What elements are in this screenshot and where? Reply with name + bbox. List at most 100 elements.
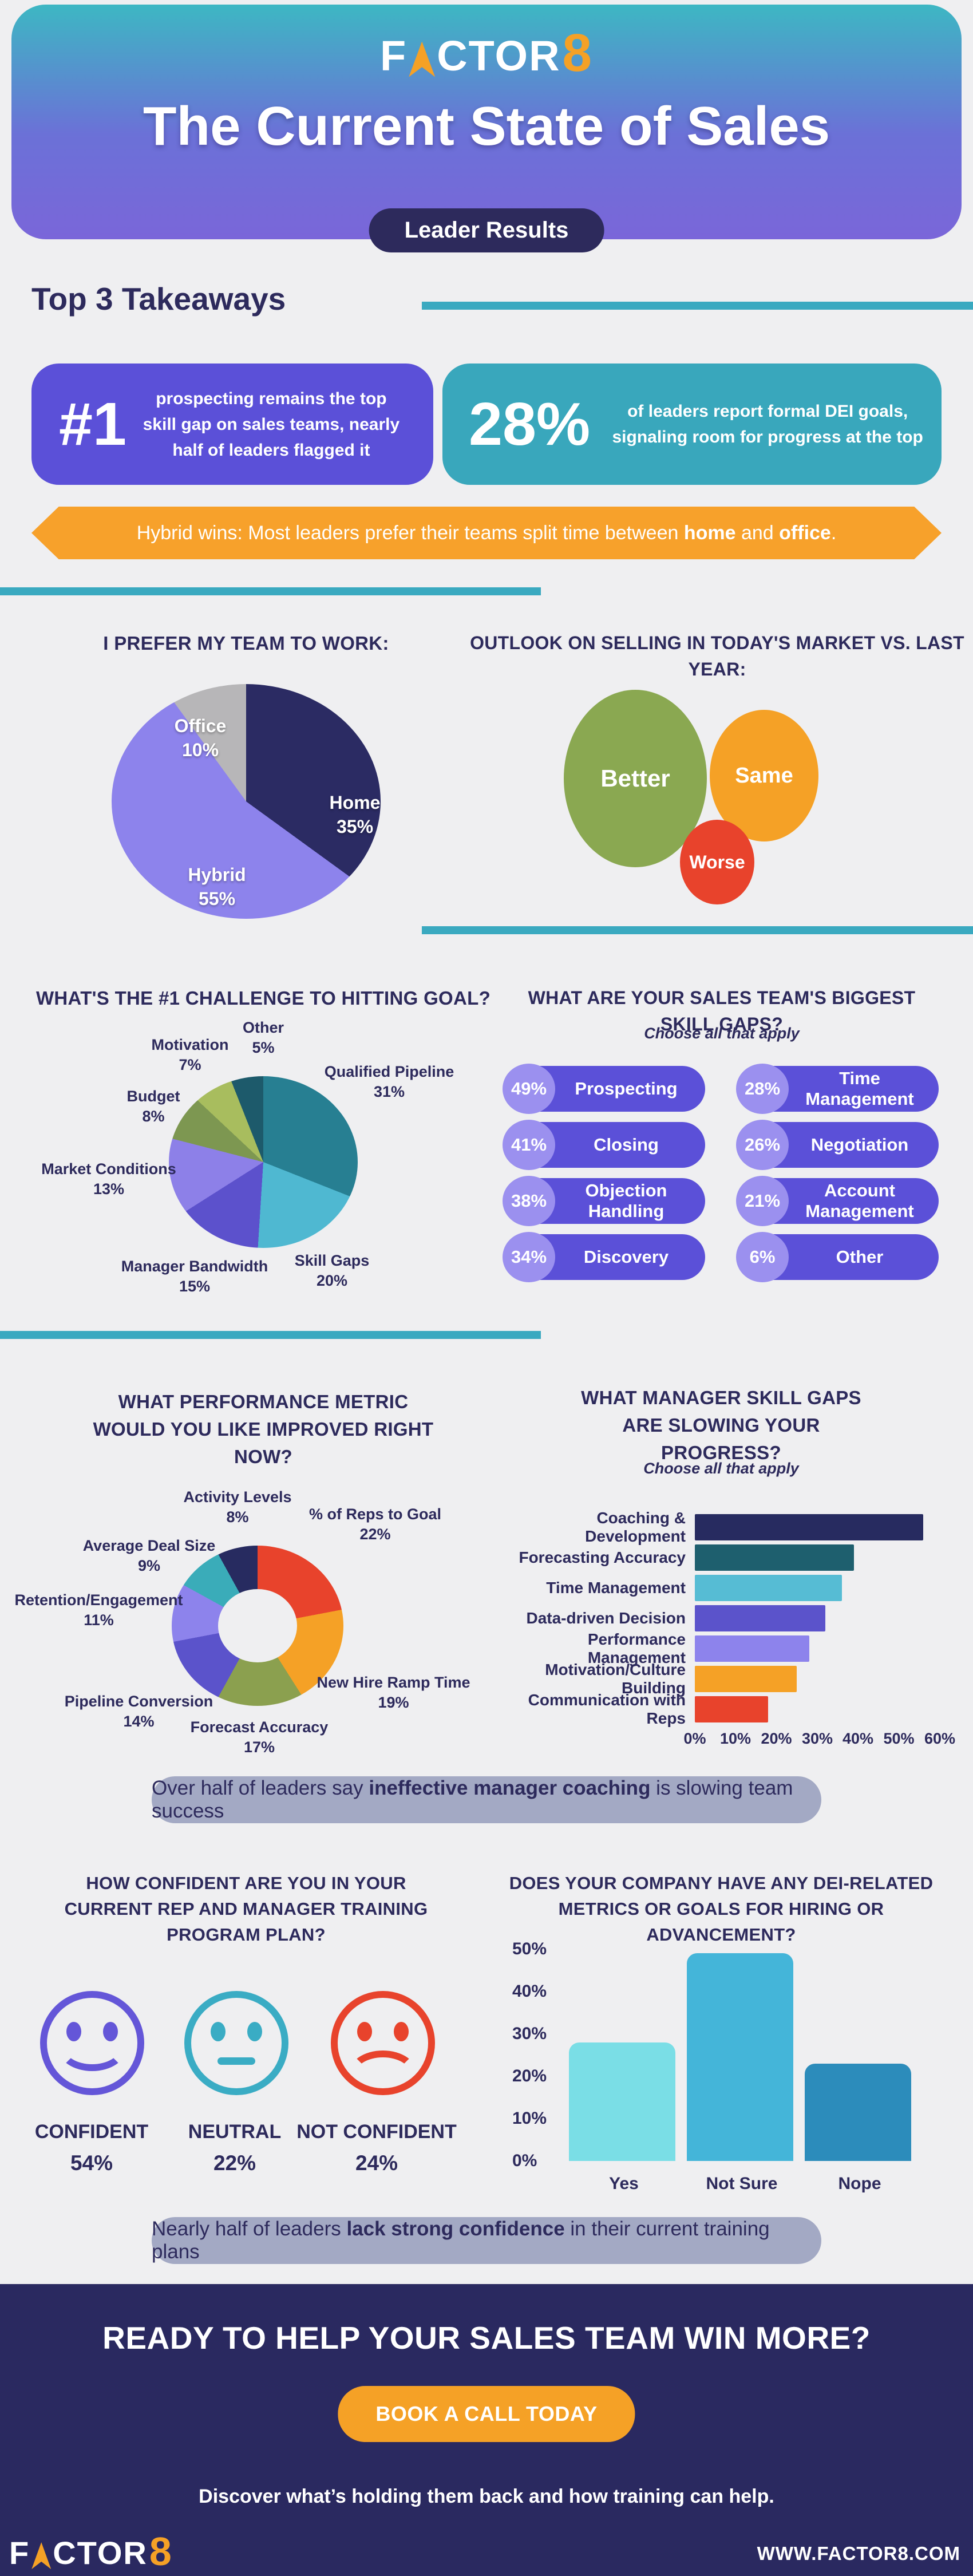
pie-label-office: Office 10% [174, 716, 227, 760]
footer-cta-section: READY TO HELP YOUR SALES TEAM WIN MORE? … [0, 2284, 973, 2576]
bar-chart-dei [567, 1949, 941, 2161]
takeaway-card-2: 28% of leaders report formal DEI goals, … [442, 364, 942, 485]
skill-pill-discovery: 34% Discovery [503, 1232, 705, 1282]
bubble-worse: Worse [680, 820, 754, 904]
confidence-label: NOT CONFIDENT [296, 2121, 457, 2143]
pie-label-home: Home 35% [329, 792, 381, 837]
chart-subtitle-manager-gaps: Choose all that apply [643, 1460, 799, 1477]
bar-row: Data-driven Decision [504, 1605, 940, 1631]
bar-nope [805, 2063, 911, 2161]
chart-title-outlook: OUTLOOK ON SELLING IN TODAY'S MARKET VS.… [470, 633, 964, 680]
donut-label-reps-to-goal: % of Reps to Goal 22% [308, 1506, 442, 1543]
takeaway-text: prospecting remains the top skill gap on… [143, 389, 400, 460]
factor8-footer-logo: F CTOR 8 [9, 2529, 173, 2574]
x-axis-label: Not Sure [706, 2174, 778, 2193]
x-axis-label: Nope [838, 2174, 881, 2193]
bar-coaching-development [695, 1514, 924, 1540]
y-axis-tick: 20% [512, 2067, 547, 2085]
y-axis-tick: 50% [512, 1939, 547, 1958]
pie-label-qualified-pipeline: Qualified Pipeline 31% [324, 1063, 454, 1101]
bar-data-driven-decision [695, 1605, 826, 1631]
pie-label-budget: Budget 8% [126, 1088, 180, 1125]
insight-banner-training: Nearly half of leaders lack strong confi… [152, 2217, 821, 2264]
header-banner: F CTOR 8 The Current State of Sales [11, 5, 962, 239]
skill-pill-time-management: 28% Time Management [736, 1064, 939, 1114]
chart-title-challenge: WHAT'S THE #1 CHALLENGE TO HITTING GOAL? [35, 987, 491, 1009]
neutral-face-icon [184, 1991, 288, 2095]
bar-row: Time Management [504, 1575, 940, 1601]
pie-label-skill-gaps: Skill Gaps 20% [294, 1252, 370, 1290]
bar-not-sure [687, 1953, 793, 2161]
confidence-label: NEUTRAL [188, 2121, 282, 2143]
skill-pill-other: 6% Other [736, 1232, 939, 1282]
bar-row: Coaching & Development [504, 1509, 940, 1545]
donut-label-pipeline-conversion: Pipeline Conversion 14% [64, 1693, 213, 1730]
logo-arrow-icon [409, 41, 436, 77]
logo-digit-8: 8 [562, 23, 593, 82]
bar-chart-manager-gaps: Coaching & Development Forecasting Accur… [504, 1509, 940, 1727]
y-axis-tick: 40% [512, 1982, 547, 2001]
confidence-label: CONFIDENT [34, 2121, 149, 2143]
donut-label-new-hire-ramp: New Hire Ramp Time 19% [317, 1674, 470, 1712]
leader-results-badge: Leader Results [369, 208, 604, 252]
skill-pill-closing: 41% Closing [503, 1120, 705, 1170]
logo-letter-f: F [380, 31, 408, 80]
y-axis-tick: 10% [512, 2109, 547, 2128]
website-link[interactable]: WWW.FACTOR8.COM [757, 2543, 960, 2564]
x-axis-ticks: 0% 10% 20% 30% 40% 50% 60% [683, 1730, 956, 1747]
donut-label-retention: Retention/Engagement 11% [14, 1591, 183, 1629]
page-title: The Current State of Sales [143, 96, 830, 157]
y-axis-tick: 30% [512, 2024, 547, 2043]
logo-letters-ctor: CTOR [437, 31, 561, 80]
takeaway-stat: 28% [469, 390, 591, 458]
bar-row: Communication with Reps [504, 1691, 940, 1727]
bar-motivation-culture [695, 1666, 797, 1692]
chart-title-manager-gaps: WHAT MANAGER SKILL GAPS ARE SLOWING YOUR… [581, 1387, 861, 1463]
pie-label-manager-bandwidth: Manager Bandwidth 15% [121, 1258, 268, 1295]
divider-line [422, 926, 973, 934]
donut-label-activity-levels: Activity Levels 8% [183, 1488, 292, 1526]
cta-note: Discover what’s holding them back and ho… [199, 2486, 774, 2507]
pie-label-other: Other 5% [242, 1019, 284, 1057]
x-axis-label: Yes [609, 2174, 639, 2193]
confidence-pct: 22% [213, 2151, 256, 2175]
pie-label-market-conditions: Market Conditions 13% [41, 1160, 176, 1198]
bar-row: Performance Management [504, 1630, 940, 1666]
logo-arrow-icon [31, 2542, 52, 2569]
hybrid-wins-ribbon: Hybrid wins: Most leaders prefer their t… [31, 507, 942, 559]
bubble-better: Better [564, 690, 707, 867]
cta-headline: READY TO HELP YOUR SALES TEAM WIN MORE? [102, 2320, 871, 2356]
insight-banner-coaching: Over half of leaders say ineffective man… [152, 1776, 821, 1823]
happy-face-icon [40, 1991, 144, 2095]
donut-label-average-deal-size: Average Deal Size 9% [82, 1537, 216, 1575]
bar-communication-reps [695, 1696, 769, 1722]
chart-title-dei: DOES YOUR COMPANY HAVE ANY DEI-RELATED M… [509, 1873, 934, 1945]
takeaway-text: of leaders report formal DEI goals, sign… [612, 402, 923, 447]
bar-performance-management [695, 1635, 809, 1662]
skill-pill-negotiation: 26% Negotiation [736, 1120, 939, 1170]
chart-title-performance-metric: WHAT PERFORMANCE METRIC WOULD YOU LIKE I… [93, 1391, 434, 1467]
donut-chart-performance-metric [172, 1546, 343, 1706]
bubble-same: Same [710, 710, 818, 841]
sad-face-icon [331, 1991, 435, 2095]
bar-time-management [695, 1575, 842, 1601]
divider-line [0, 1331, 541, 1339]
divider-line [0, 587, 541, 595]
pie-label-motivation: Motivation 7% [151, 1036, 229, 1074]
takeaways-heading: Top 3 Takeaways [31, 281, 286, 317]
bar-row: Motivation/Culture Building [504, 1661, 940, 1697]
confidence-pct: 24% [355, 2151, 398, 2175]
donut-hole [218, 1589, 297, 1663]
takeaway-rank: #1 [59, 390, 126, 458]
bar-row: Forecasting Accuracy [504, 1544, 940, 1571]
skill-pill-objection-handling: 38% Objection Handling [503, 1176, 705, 1226]
book-call-button[interactable]: BOOK A CALL TODAY [338, 2386, 635, 2442]
skill-pill-account-management: 21% Account Management [736, 1176, 939, 1226]
bar-forecasting-accuracy [695, 1544, 855, 1571]
skill-pill-prospecting: 49% Prospecting [503, 1064, 705, 1114]
pie-chart-challenge [169, 1076, 358, 1248]
pie-chart-work-preference [112, 684, 381, 919]
chart-title-work-preference: I PREFER MY TEAM TO WORK: [103, 633, 389, 654]
factor8-logo: F CTOR 8 [11, 23, 962, 82]
pie-label-hybrid: Hybrid 55% [188, 864, 246, 909]
